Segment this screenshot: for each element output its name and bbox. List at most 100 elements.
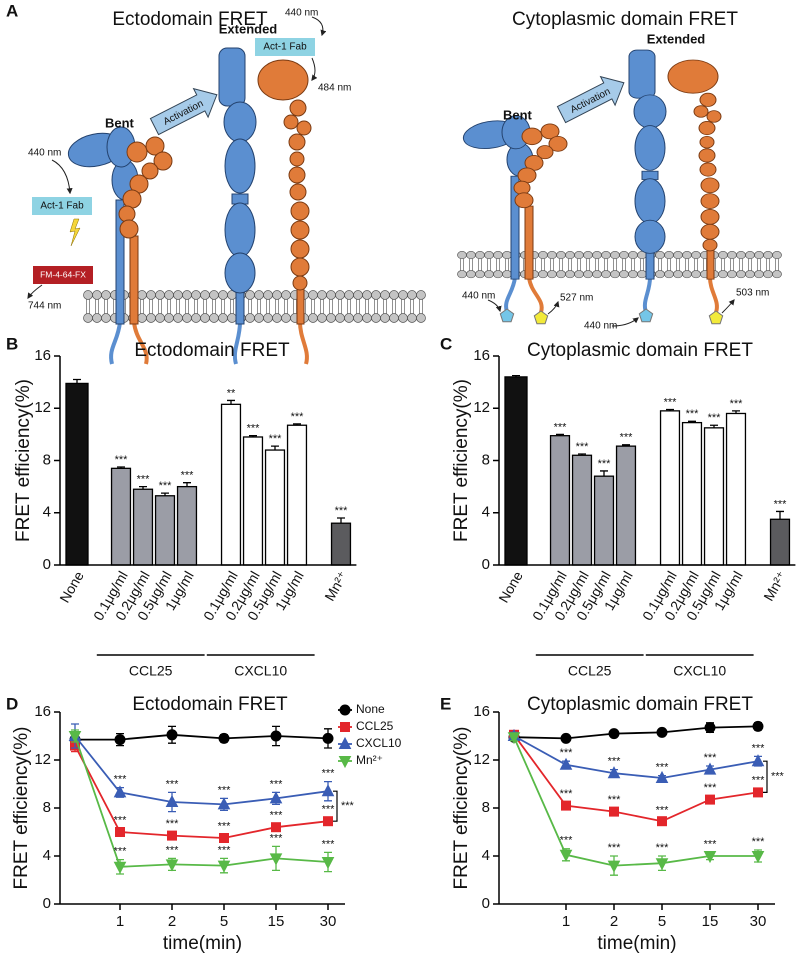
domain <box>296 120 312 136</box>
significance: *** <box>608 756 622 768</box>
state-label: Extended <box>647 31 706 46</box>
bar <box>154 495 176 566</box>
domain <box>290 239 310 259</box>
lipid-head <box>565 251 575 260</box>
lipid-head <box>182 313 192 323</box>
y-tick-label: 4 <box>43 847 51 864</box>
light-arrow <box>311 16 327 37</box>
lipid-head <box>137 290 147 300</box>
panel-label: E <box>440 694 451 713</box>
lipid-tails <box>460 258 779 271</box>
error-bar <box>183 482 191 487</box>
series-line <box>75 733 329 741</box>
bar <box>110 467 132 566</box>
domain <box>290 257 310 277</box>
lipid-head <box>637 270 647 279</box>
marker <box>165 859 179 872</box>
y-tick-label: 4 <box>482 504 490 521</box>
marker <box>657 816 667 827</box>
significance: *** <box>656 842 670 854</box>
lipid-head <box>398 313 408 323</box>
marker <box>608 728 620 740</box>
diagram-title: Cytoplasmic domain FRET <box>512 9 738 30</box>
lipid-head <box>326 313 336 323</box>
beta-tail <box>708 277 719 313</box>
domain <box>700 177 720 194</box>
lipid-head <box>182 290 192 300</box>
y-tick-label: 8 <box>482 451 490 468</box>
bar <box>330 522 352 566</box>
significance: *** <box>608 794 622 806</box>
y-tick-label: 12 <box>34 399 51 416</box>
lipid-head <box>475 270 485 279</box>
lipid-head <box>466 270 476 279</box>
lipid-head <box>389 290 399 300</box>
lipid-head <box>727 251 737 260</box>
bar <box>681 421 703 566</box>
chart-title: Cytoplasmic domain FRET <box>527 694 753 715</box>
series-line <box>513 725 759 740</box>
lipid-head <box>416 313 426 323</box>
x-tick-label: 30 <box>750 913 767 930</box>
lipid-head <box>574 270 584 279</box>
domain <box>224 252 256 294</box>
alpha-leg <box>510 175 520 280</box>
light-arrow <box>611 317 639 327</box>
lipid-head <box>745 270 755 279</box>
activation-arrow <box>556 75 625 124</box>
lipid-head <box>380 313 390 323</box>
lipid-head <box>155 313 165 323</box>
domain <box>289 183 307 201</box>
domain <box>289 151 305 167</box>
activation-arrow <box>149 87 218 136</box>
marker <box>561 800 571 811</box>
lipid-head <box>673 270 683 279</box>
domain <box>633 94 667 129</box>
bar <box>65 382 89 566</box>
domain <box>699 162 717 177</box>
y-tick-label: 12 <box>473 399 490 416</box>
lipid-head <box>610 270 620 279</box>
lipid-head <box>155 290 165 300</box>
bar <box>549 435 571 566</box>
alpha-tail <box>642 277 652 313</box>
lipid-head <box>727 270 737 279</box>
lipid-head <box>628 270 638 279</box>
significance: *** <box>218 784 232 796</box>
marker <box>751 851 765 864</box>
beta-tail <box>132 321 149 365</box>
lipid-head <box>619 270 629 279</box>
lipid-head <box>146 313 156 323</box>
lipid-head <box>493 251 503 260</box>
domain <box>536 145 554 160</box>
domain <box>698 148 716 163</box>
wavelength: 440 nm <box>285 8 318 19</box>
lipid-head <box>362 290 372 300</box>
y-tick-label: 12 <box>34 751 51 768</box>
bar <box>769 518 791 566</box>
marker <box>321 857 335 870</box>
state-label: Bent <box>503 107 533 122</box>
domain <box>145 136 165 156</box>
chart-title: Ectodomain FRET <box>134 340 290 361</box>
marker <box>269 791 283 804</box>
significance: *** <box>322 838 336 850</box>
domain <box>257 59 309 101</box>
domain <box>153 151 173 171</box>
lipid-head <box>691 270 701 279</box>
fab-box <box>255 38 315 56</box>
lipid-head <box>547 251 557 260</box>
domain <box>141 162 159 180</box>
bar <box>504 376 528 566</box>
significance: *** <box>335 505 349 517</box>
state-label: Extended <box>219 21 278 36</box>
fab-box <box>32 197 92 215</box>
marker <box>609 806 619 817</box>
lipid-head <box>137 313 147 323</box>
error-bar <box>227 399 235 405</box>
lipid-head <box>362 313 372 323</box>
lipid-head <box>664 270 674 279</box>
significance: *** <box>560 835 574 847</box>
y-tick-label: 16 <box>34 347 51 364</box>
x-tick-label: 15 <box>268 913 285 930</box>
